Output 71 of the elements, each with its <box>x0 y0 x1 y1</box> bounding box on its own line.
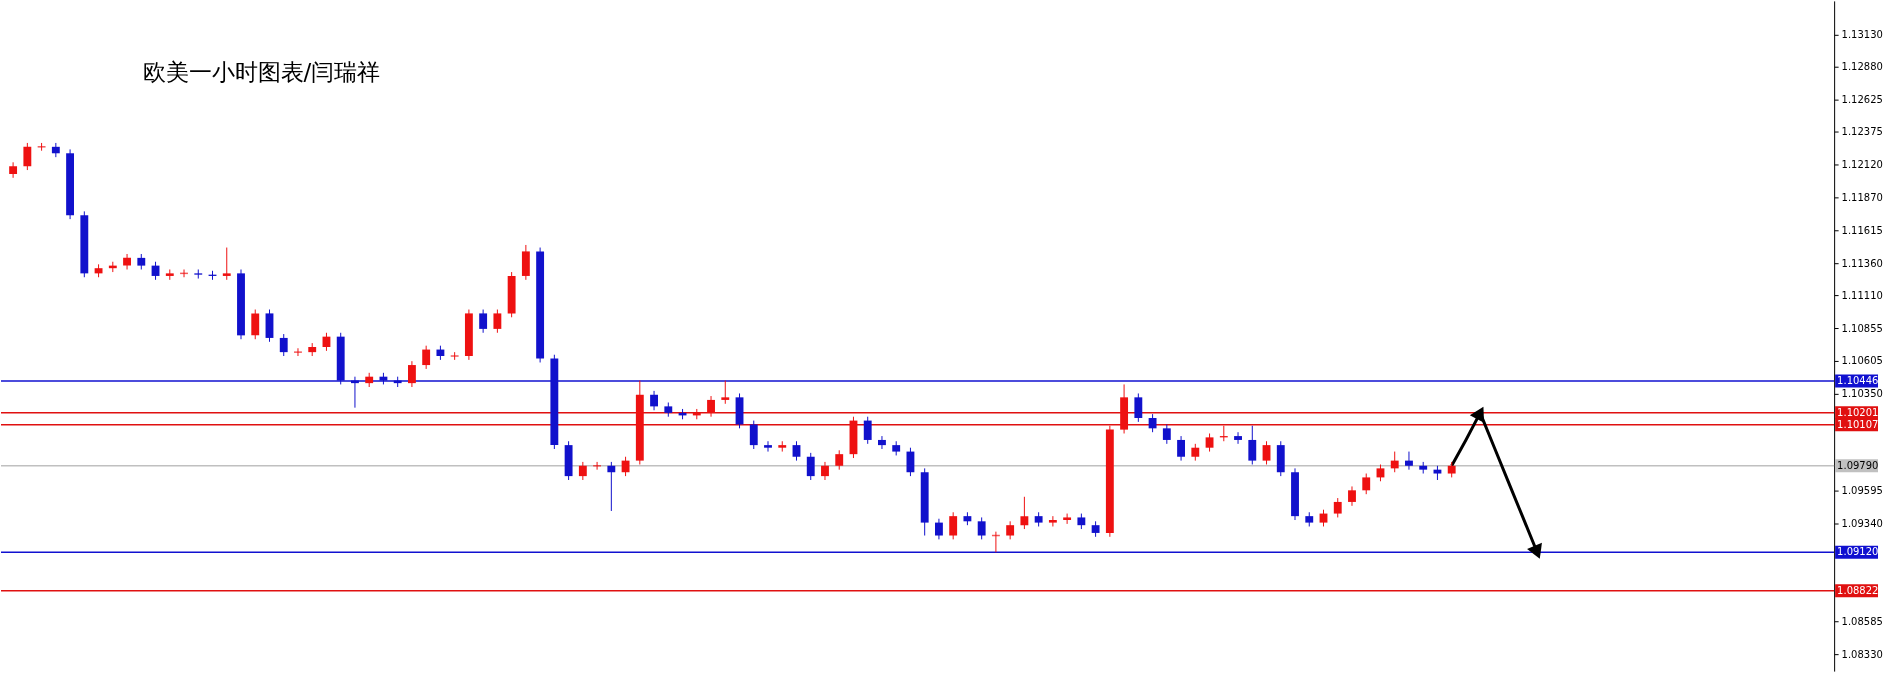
y-tick-label: 1.11360 <box>1841 257 1883 269</box>
y-tick-label: 1.11870 <box>1841 191 1883 203</box>
candlestick <box>1177 435 1186 462</box>
candlestick <box>9 161 18 179</box>
candlestick <box>806 452 815 481</box>
y-tick-label: 1.09595 <box>1841 485 1883 497</box>
candlestick <box>821 461 829 481</box>
y-tick-label: 1.11615 <box>1841 224 1883 236</box>
candlestick <box>707 395 715 418</box>
ref-line-label: 1.10201 <box>1837 406 1879 418</box>
candlestick <box>479 309 488 334</box>
ref-line-label: 1.08822 <box>1837 584 1879 596</box>
y-tick-label: 1.08330 <box>1841 648 1883 660</box>
candlestick <box>792 440 801 462</box>
y-tick-label: 1.10605 <box>1841 355 1883 367</box>
y-tick-label: 1.11110 <box>1841 289 1883 301</box>
y-tick-label: 1.08585 <box>1841 615 1883 627</box>
ref-line-label: 1.09120 <box>1837 546 1879 558</box>
candlestick <box>593 461 602 471</box>
candlestick <box>23 142 32 171</box>
candlestick <box>863 416 872 445</box>
candlestick <box>621 456 630 477</box>
candlestick <box>1063 513 1072 525</box>
candlestick <box>721 380 730 405</box>
candlestick <box>607 461 616 512</box>
candlestick <box>1362 473 1371 495</box>
candlestick <box>934 518 943 540</box>
candlestick <box>1262 440 1271 465</box>
candlestick <box>1234 431 1242 445</box>
candlestick <box>123 253 131 270</box>
candlestick <box>1390 451 1399 473</box>
candlestick <box>977 516 986 540</box>
y-tick-label: 1.12625 <box>1841 94 1883 106</box>
candlestick <box>749 420 758 450</box>
candlestick <box>1348 485 1356 507</box>
candlestick <box>294 347 302 357</box>
y-tick-label: 1.12375 <box>1841 126 1883 138</box>
candlestick <box>1006 520 1015 540</box>
candlestick <box>1405 451 1413 471</box>
candlestick <box>878 435 886 450</box>
candlestick <box>279 333 288 357</box>
candlestick <box>1248 425 1257 465</box>
y-tick-label: 1.12880 <box>1841 61 1883 73</box>
text: 欧美一小时图表/闫瑞祥 <box>142 58 381 85</box>
candlestick <box>222 247 231 281</box>
y-tick-label: 1.10350 <box>1841 387 1883 399</box>
candlestick <box>949 511 958 540</box>
candlestick <box>1148 413 1157 433</box>
candlestick <box>764 440 772 453</box>
candlestick <box>1162 423 1171 445</box>
ref-line-label: 1.09790 <box>1837 459 1879 471</box>
candlestick <box>1205 433 1214 453</box>
candlestick <box>578 461 587 481</box>
candlestick <box>493 309 502 334</box>
candlestick <box>1134 392 1143 423</box>
y-tick-label: 1.13130 <box>1841 28 1883 40</box>
candlestick <box>450 351 459 361</box>
y-tick-label: 1.12120 <box>1841 159 1883 171</box>
candlestick <box>37 142 46 152</box>
ref-line-label: 1.10446 <box>1837 375 1879 387</box>
y-tick-label: 1.09340 <box>1841 518 1883 530</box>
candlestick <box>835 449 844 471</box>
candlestick <box>251 309 260 340</box>
candlestick <box>1048 515 1057 527</box>
candlestick <box>1020 496 1029 530</box>
y-tick-label: 1.10855 <box>1841 322 1883 334</box>
candlestick <box>1333 497 1342 518</box>
candlestick <box>650 390 658 411</box>
ref-line-label: 1.10107 <box>1837 418 1879 430</box>
candlestick <box>407 360 416 388</box>
candlestick <box>422 345 431 370</box>
